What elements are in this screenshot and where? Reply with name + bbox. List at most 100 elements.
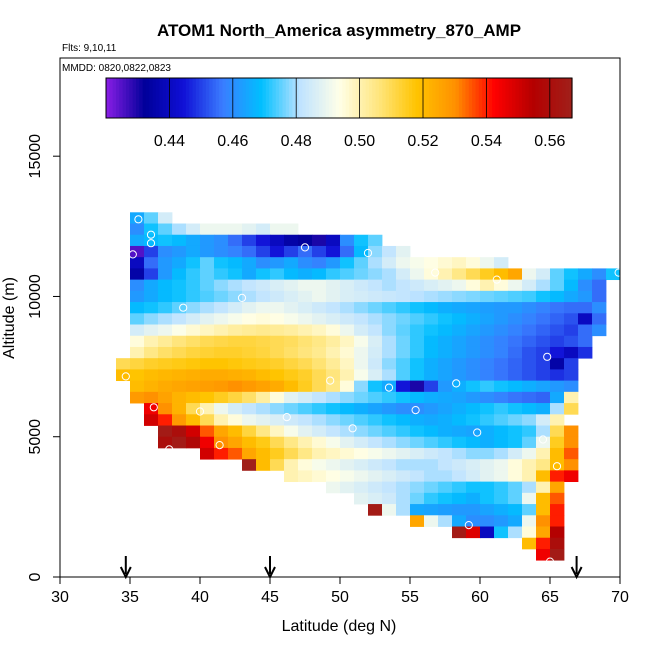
heatmap-cell bbox=[522, 459, 537, 471]
heatmap-cell bbox=[480, 403, 495, 415]
heatmap-cell bbox=[200, 324, 215, 337]
heatmap-cell bbox=[466, 290, 481, 303]
heatmap-cell bbox=[536, 526, 551, 539]
heatmap-cell bbox=[228, 279, 243, 292]
heatmap-cell bbox=[592, 268, 607, 281]
heatmap-cell bbox=[144, 245, 159, 258]
colorbar: 0.44 0.46 0.48 0.50 0.52 0.54 0.56 bbox=[105, 77, 573, 150]
heatmap-cell bbox=[452, 324, 467, 337]
heatmap-cell bbox=[228, 369, 243, 382]
heatmap-cell bbox=[130, 290, 145, 303]
heatmap-cell bbox=[228, 403, 243, 415]
heatmap-cell bbox=[186, 290, 201, 303]
heatmap-cell bbox=[522, 391, 537, 404]
colorbar-segment bbox=[415, 78, 420, 118]
heatmap-cell bbox=[466, 302, 481, 314]
heatmap-cell bbox=[480, 425, 495, 438]
colorbar-tick-label: 0.56 bbox=[534, 133, 565, 150]
heatmap-cell bbox=[438, 279, 453, 292]
colorbar-segment bbox=[502, 78, 507, 118]
heatmap-cell bbox=[214, 447, 229, 460]
heatmap-cell bbox=[494, 324, 509, 337]
heatmap-cell bbox=[186, 279, 201, 292]
heatmap-cell bbox=[396, 268, 411, 281]
heatmap-cell bbox=[158, 212, 173, 224]
heatmap-cell bbox=[144, 414, 159, 426]
colorbar-segment bbox=[252, 78, 257, 118]
heatmap-cell bbox=[536, 380, 551, 393]
colorbar-segment bbox=[472, 78, 477, 118]
heatmap-cell bbox=[564, 313, 579, 325]
heatmap-cell bbox=[172, 358, 187, 370]
heatmap-cell bbox=[508, 481, 523, 494]
colorbar-segment bbox=[568, 78, 573, 118]
colorbar-segment bbox=[219, 78, 224, 118]
heatmap-cell bbox=[144, 313, 159, 325]
heatmap-cell bbox=[452, 504, 467, 516]
heatmap-cell bbox=[284, 268, 299, 281]
heatmap-cell bbox=[466, 504, 481, 516]
heatmap-cell bbox=[158, 302, 173, 314]
heatmap-cell bbox=[312, 391, 327, 404]
heatmap-cell bbox=[214, 369, 229, 382]
heatmap-cell bbox=[466, 526, 481, 539]
heatmap-cell bbox=[382, 302, 397, 314]
heatmap-cell bbox=[382, 268, 397, 281]
heatmap-cell bbox=[424, 425, 439, 438]
colorbar-segment bbox=[492, 78, 497, 118]
heatmap-cell bbox=[326, 470, 341, 483]
heatmap-cell bbox=[354, 290, 369, 303]
colorbar-segment bbox=[112, 78, 117, 118]
colorbar-frame bbox=[105, 77, 573, 119]
heatmap-cell bbox=[494, 526, 509, 539]
heatmap-cell bbox=[536, 459, 551, 471]
colorbar-segment bbox=[199, 78, 204, 118]
heatmap-cell bbox=[144, 234, 159, 247]
heatmap-cell bbox=[508, 447, 523, 460]
heatmap-cell bbox=[466, 425, 481, 438]
heatmap-cell bbox=[424, 268, 439, 281]
heatmap-cell bbox=[284, 369, 299, 382]
colorbar-segment bbox=[468, 78, 473, 118]
heatmap-cells bbox=[116, 212, 621, 561]
heatmap-cell bbox=[452, 436, 467, 449]
colorbar-segment bbox=[515, 78, 520, 118]
heatmap-cell bbox=[130, 212, 145, 224]
y-tick-label: 15000 bbox=[27, 134, 44, 179]
heatmap-cell bbox=[396, 290, 411, 303]
flight-marker bbox=[146, 239, 156, 248]
heatmap-cell bbox=[424, 358, 439, 370]
heatmap-cell bbox=[270, 324, 285, 337]
heatmap-cell bbox=[172, 414, 187, 426]
heatmap-cell bbox=[214, 268, 229, 281]
heatmap-cell bbox=[298, 414, 313, 426]
heatmap-cell bbox=[228, 380, 243, 393]
flight-marker bbox=[179, 303, 188, 312]
flight-marker bbox=[146, 230, 156, 239]
heatmap-cell bbox=[550, 537, 565, 550]
heatmap-cell bbox=[522, 313, 537, 325]
heatmap-cell bbox=[172, 369, 187, 382]
heatmap-cell bbox=[550, 313, 565, 325]
heatmap-cell bbox=[550, 447, 565, 460]
flight-marker bbox=[552, 462, 562, 471]
heatmap-cell bbox=[522, 268, 537, 281]
heatmap-cell bbox=[424, 313, 439, 325]
heatmap-cell bbox=[522, 290, 537, 303]
heatmap-cell bbox=[214, 290, 229, 303]
heatmap-cell bbox=[368, 234, 383, 247]
heatmap-cell bbox=[242, 335, 257, 348]
colorbar-segment bbox=[269, 78, 274, 118]
colorbar-segment bbox=[309, 78, 313, 118]
heatmap-cell bbox=[536, 537, 551, 550]
heatmap-cell bbox=[410, 403, 425, 415]
heatmap-cell bbox=[368, 481, 383, 494]
heatmap-cell bbox=[508, 414, 523, 426]
heatmap-cell bbox=[228, 324, 243, 337]
colorbar-segment bbox=[325, 78, 330, 118]
heatmap-cell bbox=[466, 257, 481, 269]
heatmap-cell bbox=[326, 302, 341, 314]
y-axis-label: Altitude (m) bbox=[1, 277, 18, 359]
heatmap-cell bbox=[508, 515, 523, 527]
heatmap-cell bbox=[564, 324, 579, 337]
